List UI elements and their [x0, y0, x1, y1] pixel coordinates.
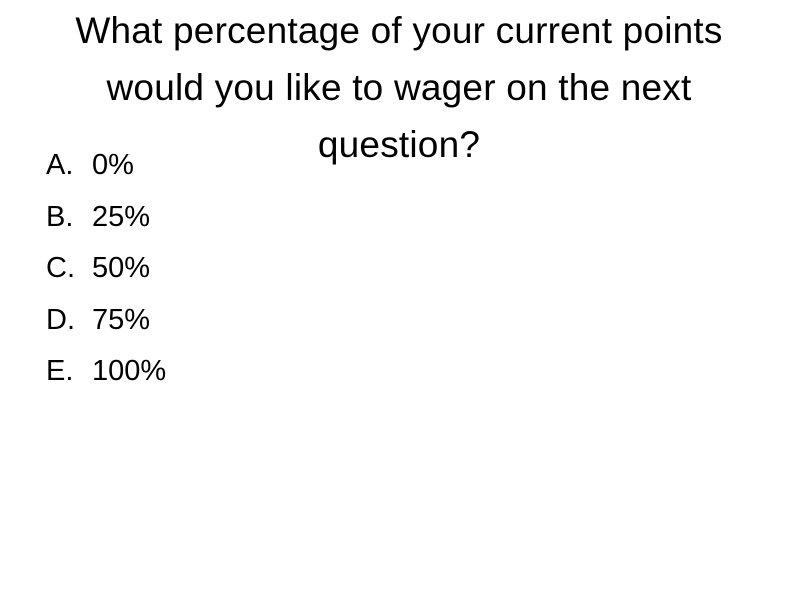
option-text: 100% [92, 355, 167, 387]
option-letter: C. [46, 252, 75, 284]
option-text: 25% [92, 200, 151, 233]
option-letter: A. [46, 149, 74, 181]
option-text: 50% [92, 252, 151, 284]
option-text: 0% [92, 149, 134, 181]
answer-option-a: A. 0% [46, 140, 166, 192]
answer-option-c: C. 50% [46, 243, 166, 295]
answer-option-b: B. 25% [46, 192, 166, 244]
option-letter: D. [46, 303, 75, 336]
slide-title: What percentage of your current points w… [75, 10, 723, 165]
answer-options: A. 0% B. 25% C. 50% D. 75% E. 100% [46, 140, 166, 398]
option-letter: E. [46, 355, 74, 387]
option-text: 75% [92, 303, 151, 336]
option-letter: B. [46, 200, 74, 233]
answer-option-e: E. 100% [46, 346, 166, 398]
answer-option-d: D. 75% [46, 295, 166, 347]
